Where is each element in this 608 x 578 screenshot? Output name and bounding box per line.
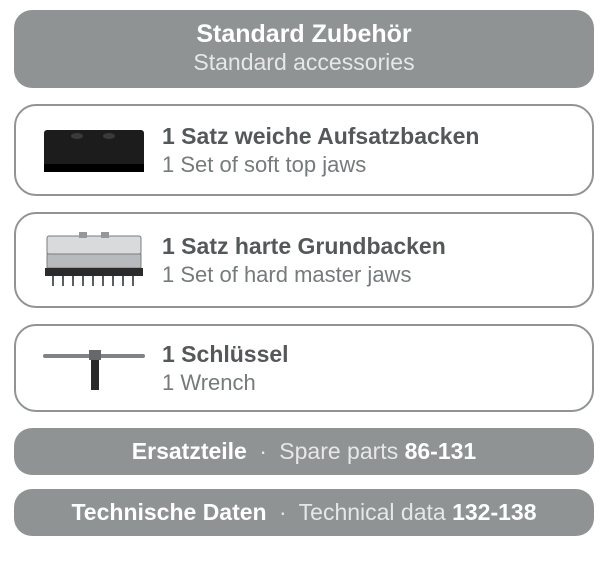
item-title-en: 1 Set of soft top jaws [162, 152, 479, 178]
item-title-de: 1 Satz harte Grundbacken [162, 232, 446, 262]
accessories-header: Standard Zubehör Standard accessories [14, 10, 594, 88]
footer-pages: 132-138 [452, 499, 536, 525]
item-title-en: 1 Set of hard master jaws [162, 262, 446, 288]
technical-data-bar: Technische Daten · Technical data 132-13… [14, 489, 594, 536]
accessory-item: 1 Satz weiche Aufsatzbacken 1 Set of sof… [14, 104, 594, 196]
header-title-en: Standard accessories [14, 49, 594, 76]
separator-dot: · [253, 438, 273, 464]
hard-jaw-icon [34, 228, 154, 292]
accessory-text: 1 Satz harte Grundbacken 1 Set of hard m… [154, 232, 446, 288]
accessory-text: 1 Satz weiche Aufsatzbacken 1 Set of sof… [154, 122, 479, 178]
header-title-de: Standard Zubehör [14, 20, 594, 49]
footer-en: Technical data [299, 499, 446, 525]
wrench-icon [34, 340, 154, 396]
footer-de: Ersatzteile [132, 438, 247, 464]
spare-parts-bar: Ersatzteile · Spare parts 86-131 [14, 428, 594, 475]
footer-pages: 86-131 [405, 438, 477, 464]
separator-dot: · [273, 499, 293, 525]
accessory-item: 1 Schlüssel 1 Wrench [14, 324, 594, 412]
item-title-de: 1 Schlüssel [162, 340, 289, 370]
footer-text: Ersatzteile · Spare parts 86-131 [132, 438, 476, 464]
footer-de: Technische Daten [71, 499, 266, 525]
accessory-text: 1 Schlüssel 1 Wrench [154, 340, 289, 396]
soft-jaw-icon [34, 120, 154, 180]
item-title-en: 1 Wrench [162, 370, 289, 396]
accessory-item: 1 Satz harte Grundbacken 1 Set of hard m… [14, 212, 594, 308]
footer-text: Technische Daten · Technical data 132-13… [71, 499, 536, 525]
footer-en: Spare parts [279, 438, 398, 464]
item-title-de: 1 Satz weiche Aufsatzbacken [162, 122, 479, 152]
